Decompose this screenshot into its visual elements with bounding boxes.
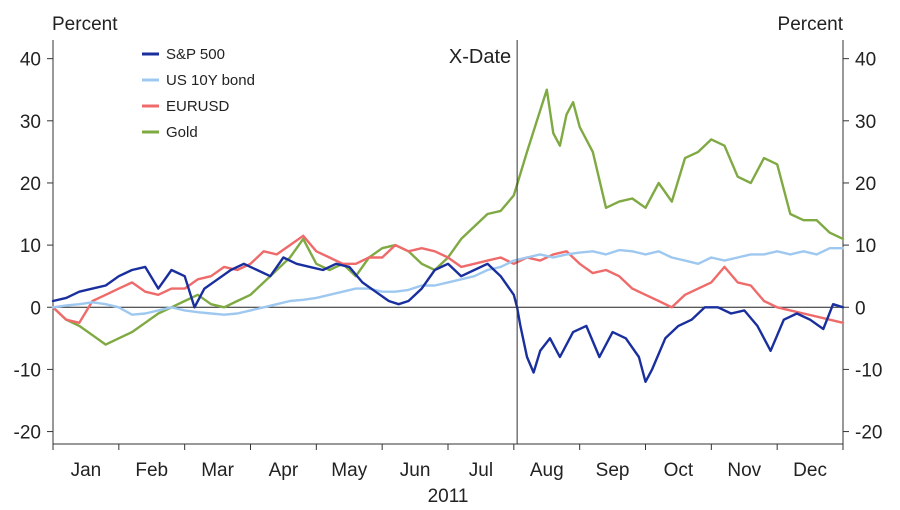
series-line-us-10y-bond — [51, 246, 845, 316]
y-tick-label-right: 40 — [855, 50, 876, 71]
x-tick-label: Jun — [400, 460, 431, 481]
y-tick-label-right: -20 — [855, 423, 882, 444]
y-tick-label-left: -20 — [14, 423, 41, 444]
series-layer — [51, 88, 845, 383]
y-tick-label-right: -10 — [855, 360, 882, 381]
legend-label: S&P 500 — [166, 46, 225, 63]
x-tick-label: Mar — [201, 460, 234, 481]
series-line-s-p-500 — [51, 256, 845, 383]
x-tick-label: Oct — [664, 460, 694, 481]
y-tick-label-right: 20 — [855, 174, 876, 195]
x-axis-title: 2011 — [428, 486, 469, 507]
y-axis-title-right: Percent — [778, 14, 844, 35]
series-line-eurusd — [51, 234, 845, 324]
y-tick-label-right: 30 — [855, 112, 876, 133]
x-tick-label: May — [331, 460, 367, 481]
x-tick-label: Sep — [596, 460, 630, 481]
x-tick-label: Jan — [71, 460, 102, 481]
y-tick-label-left: 10 — [20, 236, 41, 257]
x-date-label: X-Date — [449, 46, 511, 68]
y-tick-label-left: -10 — [14, 360, 41, 381]
x-tick-label: Dec — [793, 460, 827, 481]
y-tick-label-left: 0 — [30, 298, 41, 319]
annotation-layer: X-Date — [449, 40, 518, 444]
x-tick-label: Apr — [269, 460, 299, 481]
y-tick-label-left: 20 — [20, 174, 41, 195]
x-tick-label: Aug — [530, 460, 564, 481]
y-axis-right: -20 -10 0 10 20 30 40 — [843, 50, 882, 444]
x-axis: Jan Feb Mar Apr May Jun Jul Aug Sep Oct Nov Dec — [52, 444, 844, 481]
legend-label: US 10Y bond — [166, 72, 255, 89]
x-tick-label: Jul — [469, 460, 493, 481]
y-tick-label-right: 10 — [855, 236, 876, 257]
y-tick-label-left: 40 — [20, 50, 41, 71]
y-axis-title-left: Percent — [52, 14, 118, 35]
y-axis-left: -20 -10 0 10 20 30 40 — [14, 50, 53, 444]
x-tick-label: Feb — [135, 460, 168, 481]
legend: S&P 500 US 10Y bond EURUSD Gold — [142, 46, 255, 141]
legend-label: Gold — [166, 124, 198, 141]
x-tick-label: Nov — [727, 460, 761, 481]
y-tick-label-left: 30 — [20, 112, 41, 133]
legend-label: EURUSD — [166, 98, 230, 115]
y-tick-label-right: 0 — [855, 298, 866, 319]
